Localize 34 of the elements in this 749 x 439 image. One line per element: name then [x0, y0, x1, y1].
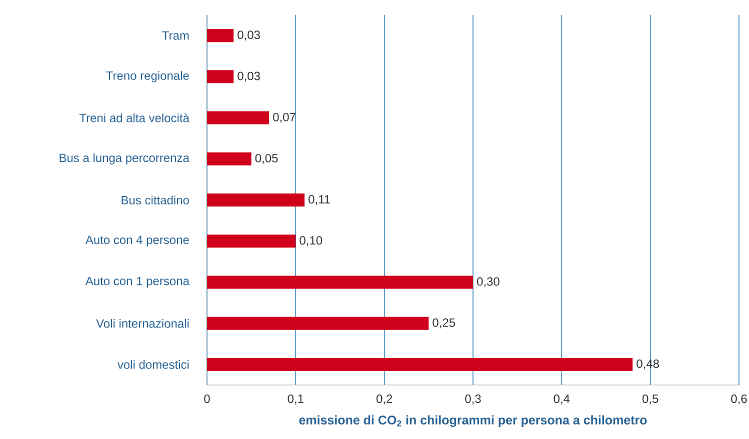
data-label: 0,25 — [432, 318, 456, 328]
y-tick-label: voli domestici — [117, 360, 189, 369]
data-label: 0,03 — [238, 30, 260, 41]
y-tick-label: Voli internazionali — [96, 318, 189, 328]
bar — [207, 70, 234, 84]
y-tick-label: Bus a lunga percorrenza — [60, 153, 190, 164]
data-label: 0,30 — [477, 277, 500, 288]
data-label: 0,05 — [255, 154, 278, 164]
bar — [207, 111, 270, 124]
data-label: 0,03 — [238, 72, 260, 82]
x-tick-label: 0,3 — [465, 394, 481, 404]
data-label: 0,07 — [273, 112, 296, 123]
x-tick-label: 0,5 — [642, 394, 658, 404]
bar — [207, 194, 305, 207]
x-axis-title: emissione di CO$_{2}$ in chilogrammi per persona a chilometro — [299, 415, 647, 428]
data-label: 0,10 — [300, 236, 322, 246]
x-tick-label: 0,1 — [288, 394, 304, 404]
bar — [207, 29, 234, 42]
bar — [207, 152, 252, 166]
y-tick-label: Auto con 1 persona — [85, 276, 190, 288]
y-tick-label: Bus cittadino — [122, 196, 189, 204]
data-label: 0,11 — [308, 195, 330, 205]
x-tick-label: 0,2 — [376, 394, 392, 404]
y-tick-label: Treni ad alta velocità — [79, 113, 190, 122]
x-tick-label: 0,6 — [731, 394, 747, 404]
bar — [207, 358, 633, 371]
x-tick-label: 0,4 — [554, 394, 570, 404]
y-tick-label: Treno regionale — [106, 71, 189, 82]
y-tick-label: Auto con 4 persone — [85, 236, 189, 246]
x-tick-label: 0 — [204, 394, 210, 404]
y-tick-label: Tram — [162, 31, 189, 40]
bar — [207, 276, 473, 289]
bar — [207, 234, 296, 248]
bar — [207, 316, 429, 330]
